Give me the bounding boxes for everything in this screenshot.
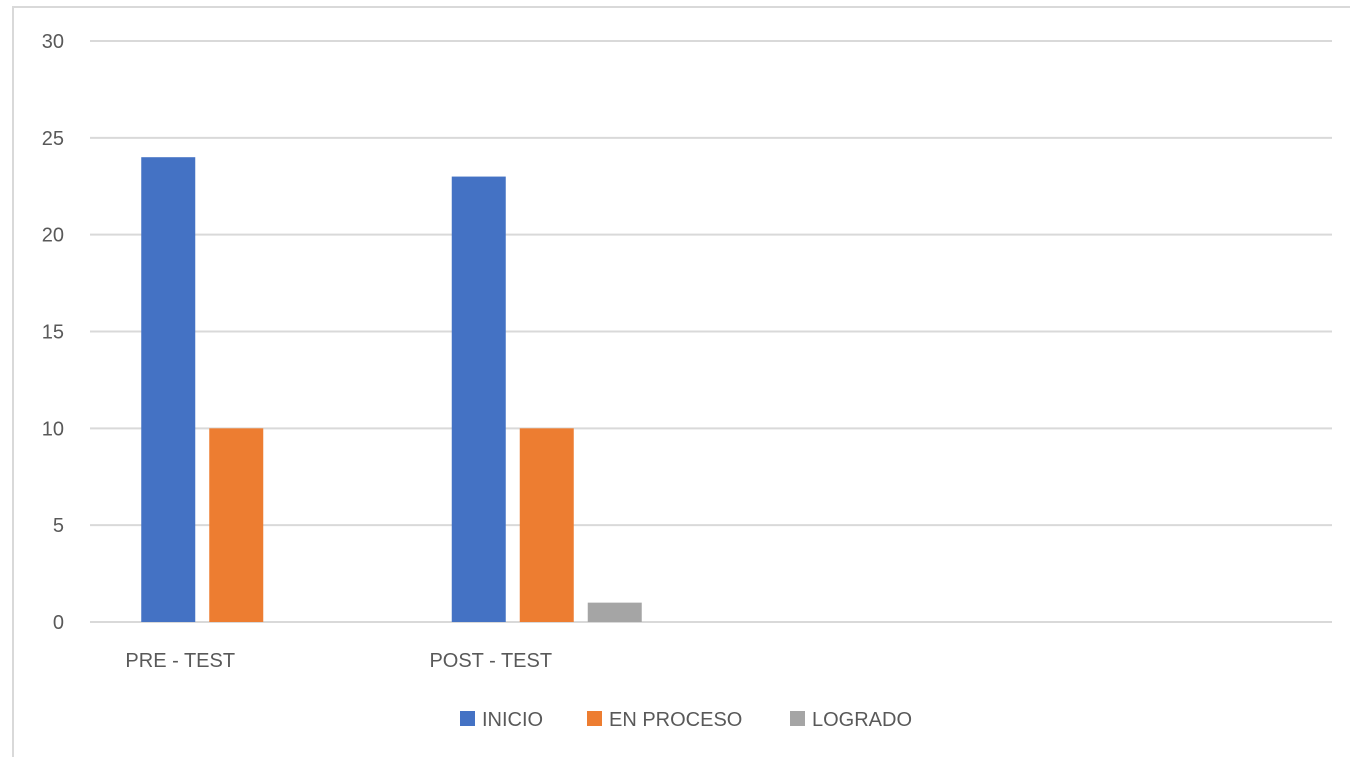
bars <box>141 157 642 623</box>
y-tick-label: 25 <box>42 128 64 150</box>
y-tick-label: 15 <box>42 322 64 344</box>
y-tick-label: 30 <box>42 31 64 53</box>
y-tick-label: 5 <box>53 515 64 537</box>
legend-swatch <box>790 711 805 726</box>
y-tick-label: 0 <box>53 612 64 634</box>
legend-item-logrado[interactable]: LOGRADO <box>790 709 912 731</box>
y-tick-label: 20 <box>42 225 64 247</box>
legend[interactable]: INICIO EN PROCESO LOGRADO <box>460 709 912 731</box>
x-tick-label: PRE - TEST <box>125 650 235 672</box>
x-tick-label: POST - TEST <box>429 650 552 672</box>
legend-label: INICIO <box>482 709 543 731</box>
bar-logrado-post-test[interactable] <box>587 602 642 622</box>
y-tick-label: 10 <box>42 418 64 440</box>
legend-item-inicio[interactable]: INICIO <box>460 709 543 731</box>
legend-label: EN PROCESO <box>609 709 742 731</box>
bar-en-proceso-post-test[interactable] <box>519 428 574 622</box>
legend-swatch <box>587 711 602 726</box>
legend-item-en-proceso[interactable]: EN PROCESO <box>587 709 742 731</box>
legend-label: LOGRADO <box>812 709 912 731</box>
gridlines <box>90 40 1332 623</box>
chart-border <box>12 6 1350 757</box>
legend-swatch <box>460 711 475 726</box>
y-axis-tick-labels: 0 5 10 15 20 25 30 <box>42 31 64 634</box>
bar-inicio-post-test[interactable] <box>451 176 506 623</box>
x-axis-tick-labels: PRE - TEST POST - TEST <box>125 650 552 672</box>
bar-inicio-pre-test[interactable] <box>141 157 196 622</box>
bar-en-proceso-pre-test[interactable] <box>209 428 264 622</box>
